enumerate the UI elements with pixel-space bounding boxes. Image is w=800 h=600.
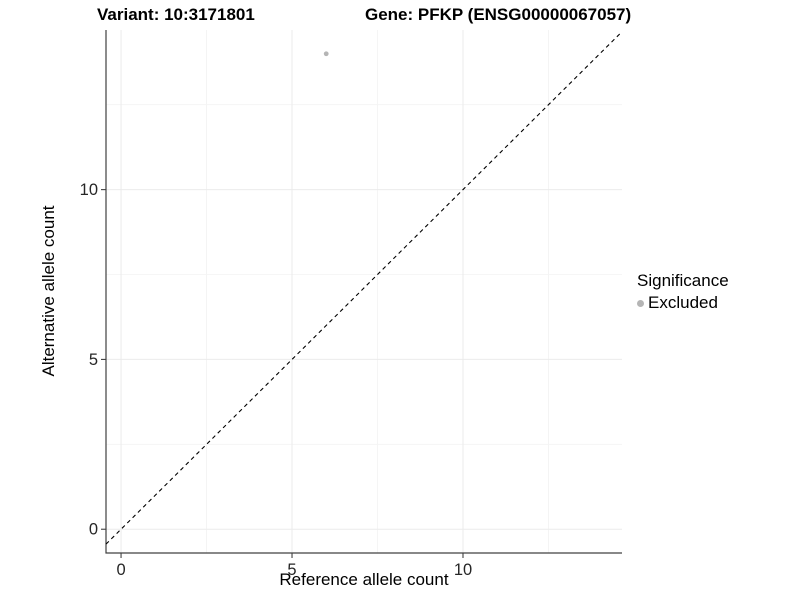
- legend-title: Significance: [637, 271, 729, 290]
- legend: Significance Excluded: [637, 271, 729, 313]
- x-tick-label: 5: [287, 561, 296, 579]
- x-axis-title: Reference allele count: [279, 570, 449, 589]
- data-point: [323, 51, 329, 57]
- plot-title-gene: Gene: PFKP (ENSG00000067057): [365, 5, 632, 24]
- y-tick-label: 5: [89, 351, 98, 369]
- legend-item-label: Excluded: [648, 293, 718, 312]
- y-tick-label: 0: [89, 521, 98, 539]
- plot-title-variant: Variant: 10:3171801: [97, 5, 255, 24]
- identity-line: [105, 31, 623, 545]
- x-tick-label: 0: [116, 561, 125, 579]
- x-tick-label: 10: [454, 561, 472, 579]
- legend-point-icon: [637, 299, 644, 307]
- y-axis-title: Alternative allele count: [39, 205, 58, 377]
- legend-item-excluded: Excluded: [637, 293, 729, 313]
- y-tick-label: 10: [80, 181, 98, 199]
